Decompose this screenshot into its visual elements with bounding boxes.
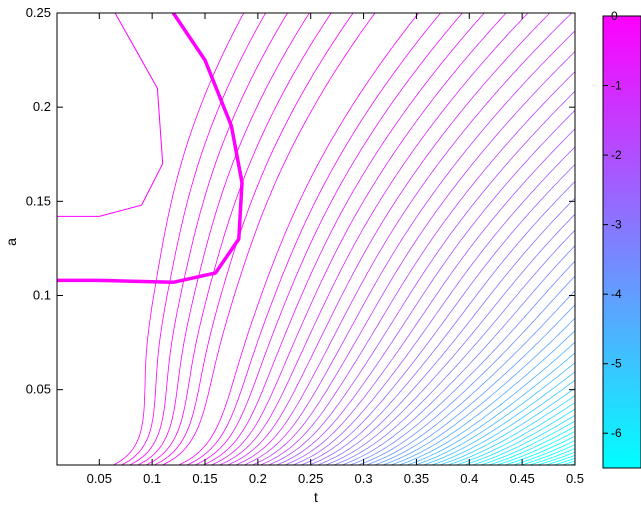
contour-level: [399, 341, 575, 465]
x-tick-label: 0.15: [192, 471, 217, 486]
contour-level: [309, 181, 575, 465]
y-tick-label: 0.2: [33, 99, 51, 114]
contour-level: [284, 128, 575, 465]
contour-level: [162, 13, 376, 465]
y-axis-ticks: 0.05 0.1 0.15 0.2 0.25: [26, 5, 575, 397]
contour-level: [276, 110, 575, 465]
x-tick-label: 0.35: [404, 471, 429, 486]
colorbar-tick-label: -5: [611, 357, 622, 371]
contour-level: [203, 13, 485, 465]
contour-line-inner: [57, 13, 164, 217]
contour-level: [366, 290, 575, 465]
contour-level: [219, 13, 529, 465]
x-tick-label: 0.05: [87, 471, 112, 486]
x-tick-label: 0.25: [298, 471, 323, 486]
contour-level: [537, 451, 575, 465]
colorbar-tick-label: -6: [611, 426, 622, 440]
colorbar-ticks: 0 -1 -2 -3 -4 -5 -6: [603, 9, 622, 440]
contour-level: [227, 13, 551, 465]
x-tick-label: 0.1: [143, 471, 161, 486]
contour-level: [244, 30, 575, 465]
colorbar-tick-label: -1: [611, 79, 622, 93]
contour-level: [211, 13, 507, 465]
y-tick-label: 0.15: [26, 193, 51, 208]
colorbar-tick-label: -2: [611, 148, 622, 162]
contour-lines: [113, 13, 575, 465]
contour-level: [480, 420, 575, 465]
x-tick-label: 0.2: [249, 471, 267, 486]
contour-level: [129, 13, 288, 465]
contour-level: [137, 13, 310, 465]
contour-level: [333, 229, 575, 465]
x-tick-label: 0.4: [460, 471, 478, 486]
x-axis-ticks: 0.05 0.1 0.15 0.2 0.25 0.3 0.35 0.4 0.45 0.5: [87, 13, 584, 486]
y-axis-label: a: [3, 238, 19, 246]
contour-level: [390, 330, 575, 465]
colorbar-tick-label: 0: [611, 9, 618, 23]
contour-level: [325, 214, 575, 465]
contour-level: [195, 13, 463, 465]
colorbar-tick-label: -4: [611, 287, 622, 301]
contour-level: [186, 13, 441, 465]
x-tick-label: 0.3: [355, 471, 373, 486]
colorbar: [602, 15, 641, 469]
contour-level: [505, 435, 575, 465]
highlighted-contour: [57, 13, 244, 285]
contour-level: [154, 13, 354, 465]
contour-level: [456, 402, 575, 465]
contour-level: [358, 275, 575, 465]
contour-level: [301, 164, 575, 465]
colorbar-tick-label: -3: [611, 218, 622, 232]
contour-level: [513, 440, 575, 465]
contour-level: [447, 395, 575, 465]
plot-frame: [56, 12, 576, 466]
y-tick-label: 0.25: [26, 5, 51, 20]
y-tick-label: 0.05: [26, 382, 51, 397]
y-tick-label: 0.1: [33, 288, 51, 303]
contour-level: [423, 371, 575, 465]
contour-line-bold: [57, 13, 244, 285]
contour-level: [341, 245, 575, 465]
x-tick-label: 0.45: [509, 471, 534, 486]
x-tick-label: 0.5: [566, 471, 584, 486]
contour-level: [252, 51, 575, 465]
x-axis-label: t: [314, 489, 318, 505]
